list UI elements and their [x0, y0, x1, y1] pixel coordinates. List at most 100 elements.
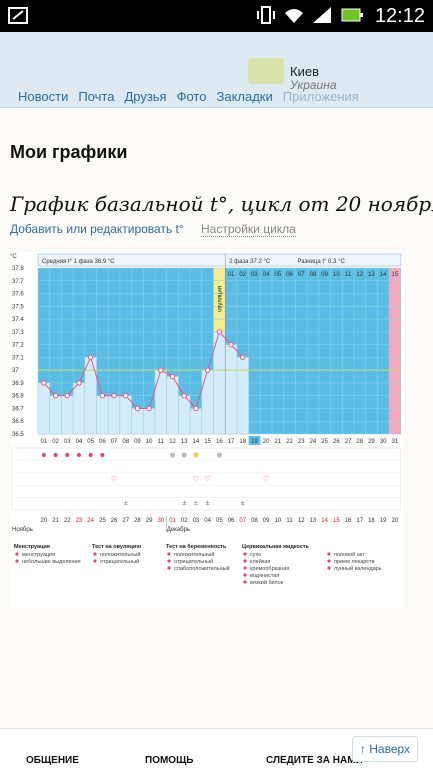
legend-menstruation-item: менструация — [22, 552, 55, 558]
legend-cervical-marker — [243, 552, 247, 556]
phase2-day-label: 13 — [368, 272, 375, 278]
phase2-day-label: 14 — [380, 272, 387, 278]
temperature-point — [52, 392, 59, 399]
date-label: 20 — [392, 518, 399, 524]
legend-cervical-item: клейкая — [250, 558, 270, 565]
today-marker — [248, 436, 261, 445]
y-tick-label: 36.6 — [12, 419, 24, 425]
footer-follow[interactable]: СЛЕДИТЕ ЗА НАМИ — [266, 755, 363, 766]
cycle-day-label: 13 — [181, 439, 188, 445]
city-label: Киев — [290, 64, 319, 79]
legend-other-item: лунный календарь — [334, 565, 382, 572]
cycle-day-label: 16 — [216, 439, 223, 445]
date-label: 30 — [158, 518, 165, 524]
cycle-day-label: 01 — [41, 439, 48, 445]
phase2-day-label: 02 — [239, 272, 246, 278]
footer-community[interactable]: ОБЩЕНИЕ — [26, 755, 79, 766]
phase2-day-label: 05 — [275, 272, 282, 278]
cervical-fluid-icon: ± — [241, 500, 245, 507]
phase2-day-label: 06 — [286, 272, 293, 278]
bbt-chart: °C Средняя t° 1 фаза 36.9 °С 2 фаза 37.2 °… — [10, 252, 404, 608]
cycle-settings-link[interactable]: Настройки цикла — [201, 222, 296, 237]
bbt-chart-svg: °C Средняя t° 1 фаза 36.9 °С 2 фаза 37.2 °… — [10, 253, 402, 586]
legend-ovulation-item: положительный — [100, 551, 140, 558]
phase2-day-label: 15 — [392, 272, 399, 278]
temperature-point — [64, 392, 70, 399]
menstruation-expected-band — [389, 268, 401, 434]
temperature-point — [228, 341, 234, 348]
phase2-day-label: 09 — [321, 272, 328, 278]
cycle-day-label: 03 — [64, 439, 71, 445]
cycle-day-label: 07 — [111, 439, 118, 445]
back-to-top-button[interactable]: ↑ Наверх — [352, 736, 418, 762]
ovulation-label: овуляция — [217, 286, 223, 312]
cycle-day-label: 11 — [158, 439, 165, 445]
legend-menstruation-title: Менструация — [14, 544, 50, 550]
temperature-point — [41, 380, 47, 386]
temperature-point — [158, 367, 164, 373]
profile-logo[interactable] — [248, 58, 284, 84]
y-axis-unit: °C — [10, 254, 17, 260]
y-tick-label: 37.3 — [12, 330, 24, 336]
menstruation-drop-icon — [100, 453, 105, 457]
legend-menstruation-item: небольшие выделения — [22, 559, 81, 565]
cycle-day-label: 17 — [228, 439, 235, 445]
menstruation-drop-icon — [76, 453, 81, 457]
date-label: 01 — [169, 518, 176, 524]
signal-icon — [313, 7, 331, 23]
temperature-bar — [189, 408, 203, 435]
cycle-day-label: 09 — [134, 439, 141, 445]
y-tick-label: 36.7 — [12, 406, 24, 412]
cycle-day-label: 14 — [193, 439, 200, 445]
date-label: 25 — [99, 518, 106, 524]
temperature-bar — [154, 369, 167, 435]
nav-photo[interactable]: Фото — [176, 89, 207, 104]
legend-pregnancy-marker — [167, 566, 171, 570]
date-label: 21 — [52, 518, 59, 524]
y-tick-label: 37.6 — [12, 292, 24, 298]
date-label: 28 — [134, 518, 141, 524]
cycle-day-label: 28 — [356, 439, 363, 445]
cycle-day-label: 31 — [392, 439, 399, 445]
cycle-day-label: 22 — [286, 439, 293, 445]
legend-cervical-marker — [243, 559, 247, 563]
cycle-day-label: 24 — [310, 439, 317, 445]
add-temperature-link[interactable]: Добавить или редактировать t° — [10, 222, 184, 236]
legend-other-item: половой акт — [334, 551, 365, 558]
heart-icon: ♡ — [205, 475, 211, 483]
temperature-point — [146, 405, 152, 412]
y-tick-label: 37.7 — [12, 279, 24, 285]
cervical-fluid-icon: ± — [182, 500, 186, 507]
y-tick-label: 37.2 — [12, 343, 24, 349]
phase2-day-label: 11 — [345, 272, 352, 278]
date-label: 05 — [216, 518, 223, 524]
cycle-day-label: 05 — [87, 439, 94, 445]
nav-apps[interactable]: Приложения — [282, 89, 359, 104]
temperature-bar — [61, 395, 74, 435]
date-label: 24 — [87, 518, 94, 524]
chart-header-band — [37, 253, 402, 267]
nav-bookmarks[interactable]: Закладки — [216, 89, 273, 104]
y-tick-label: 37.8 — [12, 266, 24, 272]
phase2-day-label: 01 — [228, 272, 235, 278]
cycle-day-label: 29 — [368, 439, 375, 445]
footer-help[interactable]: ПОМОЩЬ — [145, 755, 194, 766]
date-label: 08 — [251, 518, 258, 524]
cycle-day-label: 19 — [251, 439, 258, 445]
date-label: 10 — [275, 518, 282, 524]
nav-news[interactable]: Новости — [18, 89, 69, 104]
ovulation-test-icon — [181, 452, 187, 458]
temperature-bar — [131, 408, 144, 435]
heart-icon: ♡ — [263, 475, 269, 483]
phase2-average: 2 фаза 37.2 °С — [229, 259, 271, 265]
nav-mail[interactable]: Почта — [78, 89, 115, 104]
nav-friends[interactable]: Друзья — [124, 89, 167, 104]
phase2-day-label: 07 — [298, 272, 305, 278]
temperature-bar — [236, 357, 249, 435]
y-tick-label: 37.1 — [12, 355, 24, 361]
heart-icon: ♡ — [111, 475, 117, 483]
y-tick-label: 37.5 — [12, 304, 24, 310]
legend-ovulation-marker — [93, 552, 97, 556]
legend-cervical-title: Цервикальная жидкость — [242, 544, 310, 550]
date-label: 19 — [380, 518, 387, 524]
